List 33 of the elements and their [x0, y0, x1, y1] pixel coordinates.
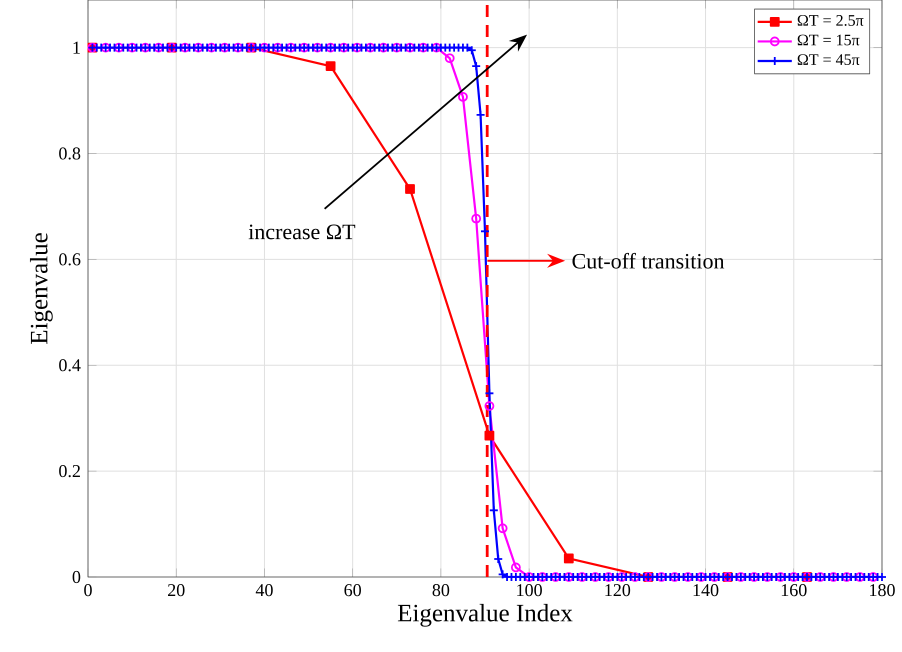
x-tick-label: 160	[782, 584, 807, 596]
y-tick-label: 0	[72, 570, 80, 584]
x-tick-label: 180	[870, 584, 895, 596]
x-tick-label: 80	[432, 584, 450, 596]
point	[510, 562, 521, 572]
point	[498, 523, 508, 534]
y-tick-label: 0.2	[59, 464, 80, 478]
point	[484, 401, 494, 411]
x-tick-label: 140	[694, 584, 718, 596]
y-tick-label: 1	[74, 42, 80, 54]
legend-label: ΩT = 2.5π	[798, 15, 864, 26]
x-axis-title: Eigenvalue Index	[398, 604, 573, 627]
y-tick-label: 0.6	[59, 253, 80, 266]
point	[471, 214, 482, 224]
point	[458, 92, 468, 102]
x-tick-label: 60	[344, 584, 361, 596]
legend-label: ΩT = 15π	[798, 34, 860, 46]
annotation: Cut-off transition	[572, 252, 724, 269]
y-tick-label: 0.8	[59, 147, 80, 160]
legend-label: ΩT = 45π	[798, 54, 860, 65]
x-tick-label: 20	[168, 584, 185, 596]
y-axis-title: Eigenvalue	[30, 233, 53, 344]
point	[564, 554, 574, 564]
x-tick-label: 120	[605, 584, 630, 596]
annotation: increase ΩT	[248, 224, 356, 240]
point	[444, 53, 455, 64]
x-tick-label: 0	[84, 584, 92, 596]
x-tick-label: 40	[256, 584, 273, 596]
point	[326, 61, 336, 72]
x-tick-label: 100	[517, 584, 542, 596]
y-tick-label: 0.4	[59, 359, 81, 372]
point	[484, 430, 494, 441]
point	[405, 184, 415, 194]
